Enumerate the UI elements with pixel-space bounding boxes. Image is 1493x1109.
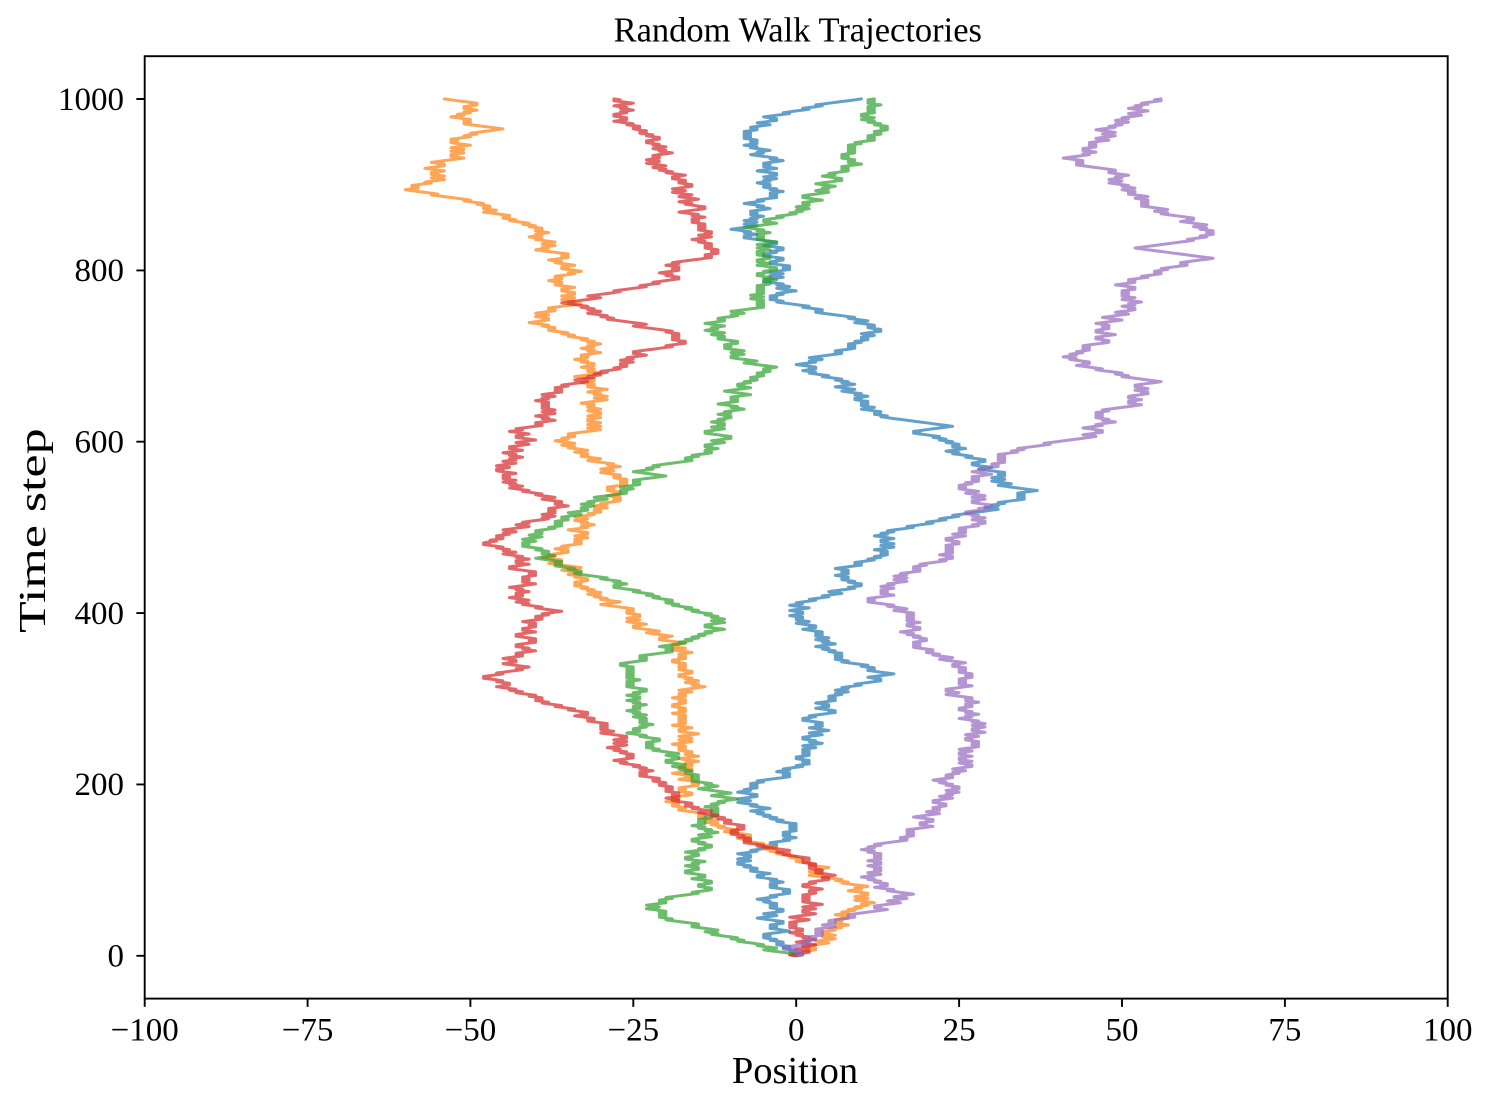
svg-text:−50: −50 — [445, 1013, 497, 1049]
svg-text:−75: −75 — [282, 1013, 334, 1049]
svg-text:0: 0 — [108, 939, 125, 975]
svg-text:50: 50 — [1106, 1013, 1139, 1049]
svg-text:−100: −100 — [111, 1013, 179, 1049]
svg-text:1000: 1000 — [58, 82, 124, 118]
svg-text:0: 0 — [788, 1013, 805, 1049]
svg-text:200: 200 — [75, 767, 125, 803]
svg-text:600: 600 — [75, 425, 125, 461]
svg-text:800: 800 — [75, 253, 125, 289]
svg-text:75: 75 — [1268, 1013, 1301, 1049]
svg-text:100: 100 — [1423, 1013, 1473, 1049]
svg-text:Position: Position — [732, 1050, 858, 1092]
svg-text:25: 25 — [943, 1013, 976, 1049]
svg-text:400: 400 — [75, 596, 125, 632]
svg-text:−25: −25 — [607, 1013, 659, 1049]
svg-text:Time step: Time step — [10, 428, 53, 632]
svg-text:Random Walk Trajectories: Random Walk Trajectories — [614, 11, 982, 49]
